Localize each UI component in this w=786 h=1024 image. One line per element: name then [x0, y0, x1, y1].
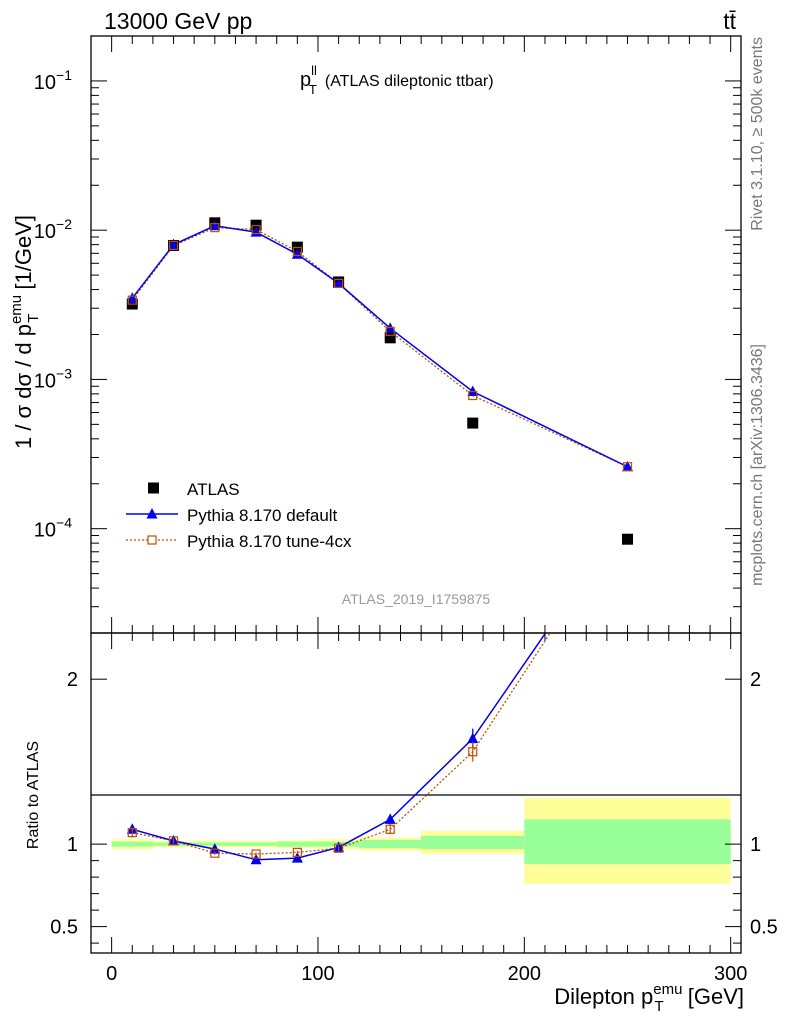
- ratio-y-tick-label-right: 2: [750, 669, 761, 691]
- ratio-point-default: [291, 852, 303, 863]
- ratio-y-tick-label-right: 0.5: [750, 917, 778, 939]
- ratio-band-inner: [359, 840, 422, 849]
- ratio-point-tune: [624, 510, 632, 518]
- ratio-ylabel: Ratio to ATLAS: [25, 741, 42, 849]
- xlabel-b: [GeV]: [682, 984, 744, 1009]
- atlas-point: [384, 332, 396, 344]
- ratio-y-tick-label: 1: [67, 834, 78, 856]
- ratio-band-inner: [111, 841, 153, 847]
- watermark: ATLAS_2019_I1759875: [342, 591, 491, 607]
- ylabel-a: 1 / σ dσ / d p: [11, 324, 36, 449]
- title-sub: T: [309, 82, 317, 97]
- tune-point: [251, 224, 261, 235]
- plot-title: pll T (ATLAS dileptonic ttbar): [300, 63, 494, 97]
- ratio-band-inner: [235, 842, 277, 846]
- tune-point: [127, 295, 137, 305]
- legend-label-atlas: ATLAS: [187, 480, 240, 499]
- y-tick-label: 10−2: [34, 216, 72, 243]
- y-tick-label: 10−3: [34, 365, 72, 392]
- tune-point: [292, 246, 302, 257]
- xlabel-a: Dilepton p: [554, 984, 653, 1009]
- ratio-point-tune: [251, 849, 261, 859]
- ylabel-b: [1/GeV]: [11, 215, 36, 296]
- default-point: [467, 385, 479, 397]
- ratio-point-default: [622, 508, 633, 519]
- title-sup: ll: [311, 63, 317, 78]
- ratio-point-tune: [385, 824, 395, 834]
- ratio-y-tick-label: 2: [67, 669, 78, 691]
- ratio-point-tune: [468, 747, 478, 757]
- ratio-y-tick-label-right: 1: [750, 834, 761, 856]
- tune-point: [210, 223, 220, 233]
- tune-point: [168, 240, 179, 251]
- ratio-point-default: [209, 843, 221, 854]
- main-panel: pll T (ATLAS dileptonic ttbar) ATLAS_2019_…: [8, 35, 742, 634]
- ratio-band-inner: [421, 835, 525, 850]
- ratio-clip-group: [126, 508, 633, 865]
- legend-marker-atlas: [148, 482, 159, 494]
- ratio-point-default: [467, 732, 479, 744]
- tune-point: [468, 390, 478, 401]
- ratio-point-default: [384, 813, 396, 824]
- atlas-point: [467, 417, 479, 429]
- mcplots-label: mcplots.cern.ch [arXiv:1306.3436]: [749, 344, 766, 586]
- x-tick-label: 0: [106, 963, 117, 985]
- svg-text:Dilepton pemuT [GeV]: Dilepton pemu T [GeV]: [554, 981, 744, 1015]
- series-line-default: [131, 225, 628, 468]
- ratio-point-tune: [127, 827, 137, 838]
- header-right: tt̄: [723, 8, 736, 34]
- ratio-point-tune: [210, 848, 220, 858]
- ylabel-sup: emu: [8, 295, 25, 324]
- x-axis-label: Dilepton pemu T [GeV]: [554, 981, 744, 1015]
- legend-marker-default: [146, 508, 158, 519]
- legend-label-tune: Pythia 8.170 tune-4cx: [187, 532, 352, 551]
- rivet-label: Rivet 3.1.10, ≥ 500k events: [749, 37, 766, 231]
- ratio-point-tune: [334, 843, 344, 853]
- ratio-y-tick-label: 0.5: [50, 917, 78, 939]
- legend-marker-tune: [147, 535, 157, 545]
- header-left: 13000 GeV pp: [104, 8, 252, 34]
- ratio-frame: [90, 632, 742, 954]
- xlabel-sub: T: [654, 998, 663, 1015]
- ratio-point-tune: [292, 847, 302, 857]
- ratio-point-default: [250, 853, 262, 865]
- title-main: p: [300, 69, 311, 91]
- ratio-panel: 0.5 0.5 1 1 2 2 0 100 200 300 Ratio to ATLAS Dile…: [25, 508, 778, 1015]
- ylabel-sub: T: [25, 314, 42, 323]
- y-tick-label: 10−1: [34, 67, 72, 94]
- title-rest: (ATLAS dileptonic ttbar): [325, 73, 494, 90]
- ratio-line-tune-4cx: [132, 633, 551, 855]
- ratio-band-inner: [524, 819, 731, 864]
- atlas-point: [622, 533, 634, 545]
- default-point: [168, 238, 180, 250]
- legend: ATLAS Pythia 8.170 default Pythia 8.170 tu…: [126, 480, 352, 551]
- tune-point: [334, 278, 344, 288]
- default-point: [333, 277, 345, 288]
- x-tick-label: 300: [714, 963, 747, 985]
- x-tick-label: 200: [508, 963, 541, 985]
- default-point: [622, 460, 634, 472]
- xlabel-sup: emu: [653, 981, 682, 998]
- legend-label-default: Pythia 8.170 default: [187, 506, 338, 525]
- y-axis-label: 1 / σ dσ / d pemuT [1/GeV]: [8, 215, 42, 449]
- ratio-point-tune: [168, 836, 179, 846]
- default-point: [209, 219, 221, 231]
- tune-point: [622, 462, 633, 472]
- svg-text:1 / σ dσ / d pemuT [1/GeV]: 1 / σ dσ / d pemuT [1/GeV]: [8, 215, 42, 449]
- default-point: [291, 248, 303, 259]
- ratio-band-inner: [276, 841, 318, 847]
- tune-point: [385, 326, 395, 336]
- y-tick-label: 10−4: [34, 515, 72, 542]
- default-point: [126, 292, 138, 303]
- x-tick-label: 100: [301, 963, 334, 985]
